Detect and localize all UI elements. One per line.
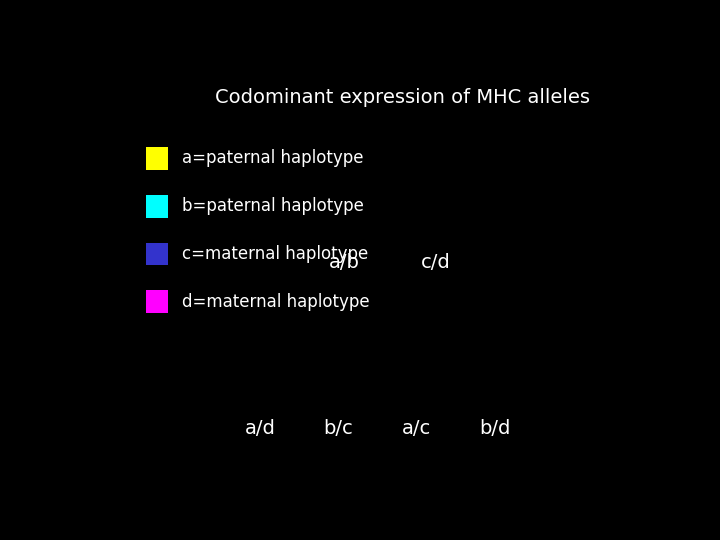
Text: a=paternal haplotype: a=paternal haplotype: [182, 150, 364, 167]
FancyBboxPatch shape: [145, 291, 168, 313]
Text: c=maternal haplotype: c=maternal haplotype: [182, 245, 369, 263]
Text: a/d: a/d: [245, 419, 276, 438]
Text: Codominant expression of MHC alleles: Codominant expression of MHC alleles: [215, 87, 590, 107]
Text: b/c: b/c: [323, 419, 354, 438]
Text: a/c: a/c: [402, 419, 431, 438]
FancyBboxPatch shape: [145, 242, 168, 266]
Text: a/b: a/b: [328, 253, 359, 272]
Text: c/d: c/d: [421, 253, 451, 272]
Text: d=maternal haplotype: d=maternal haplotype: [182, 293, 369, 311]
Text: b=paternal haplotype: b=paternal haplotype: [182, 197, 364, 215]
FancyBboxPatch shape: [145, 195, 168, 218]
Text: b/d: b/d: [479, 419, 510, 438]
FancyBboxPatch shape: [145, 147, 168, 170]
